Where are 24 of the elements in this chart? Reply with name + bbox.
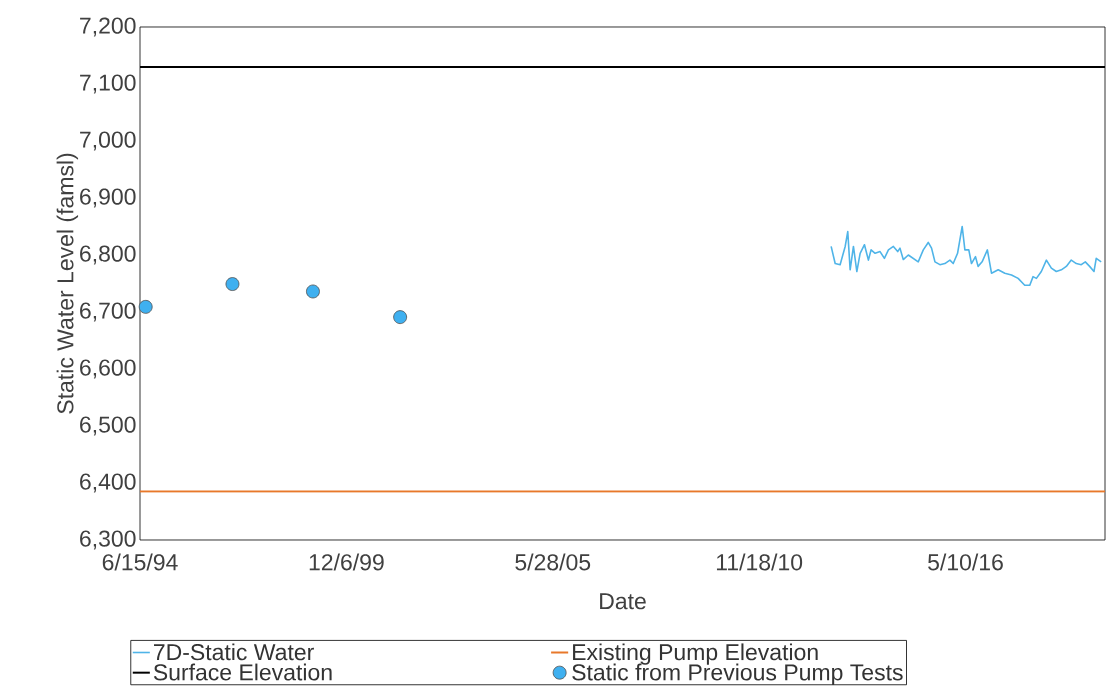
point — [225, 277, 240, 291]
y-tick-label: 6,300 — [80, 530, 136, 550]
x-tick-label: 5/10/16 — [928, 553, 1003, 571]
x-tick-label: 12/6/99 — [309, 553, 384, 571]
x-tick-label: 11/18/10 — [716, 553, 803, 571]
point — [138, 299, 153, 314]
y-tick-label: 6,700 — [80, 302, 136, 322]
legend-label: 7D-Static Water — [154, 643, 314, 661]
x-tick-label: 6/15/94 — [102, 553, 178, 571]
y-tick-label: 7,000 — [80, 131, 136, 151]
point — [306, 284, 320, 299]
point — [393, 310, 408, 325]
x-tick-label: 5/28/05 — [515, 553, 591, 571]
y-axis-title: Static Water Level (famsl) — [56, 153, 79, 414]
y-tick-label: 6,400 — [80, 473, 136, 493]
y-tick-label: 6,600 — [80, 359, 136, 379]
y-tick-label: 7,200 — [80, 17, 136, 37]
y-tick-label: 6,800 — [80, 245, 136, 265]
x-axis-title: Date — [600, 593, 646, 610]
legend-label: Static from Previous Pump Tests — [572, 663, 903, 686]
legend-label: Surface Elevation — [153, 663, 332, 681]
y-tick-label: 6,900 — [80, 188, 136, 208]
y-tick-label: 6,500 — [80, 416, 136, 436]
y-tick-label: 7,100 — [80, 74, 136, 94]
